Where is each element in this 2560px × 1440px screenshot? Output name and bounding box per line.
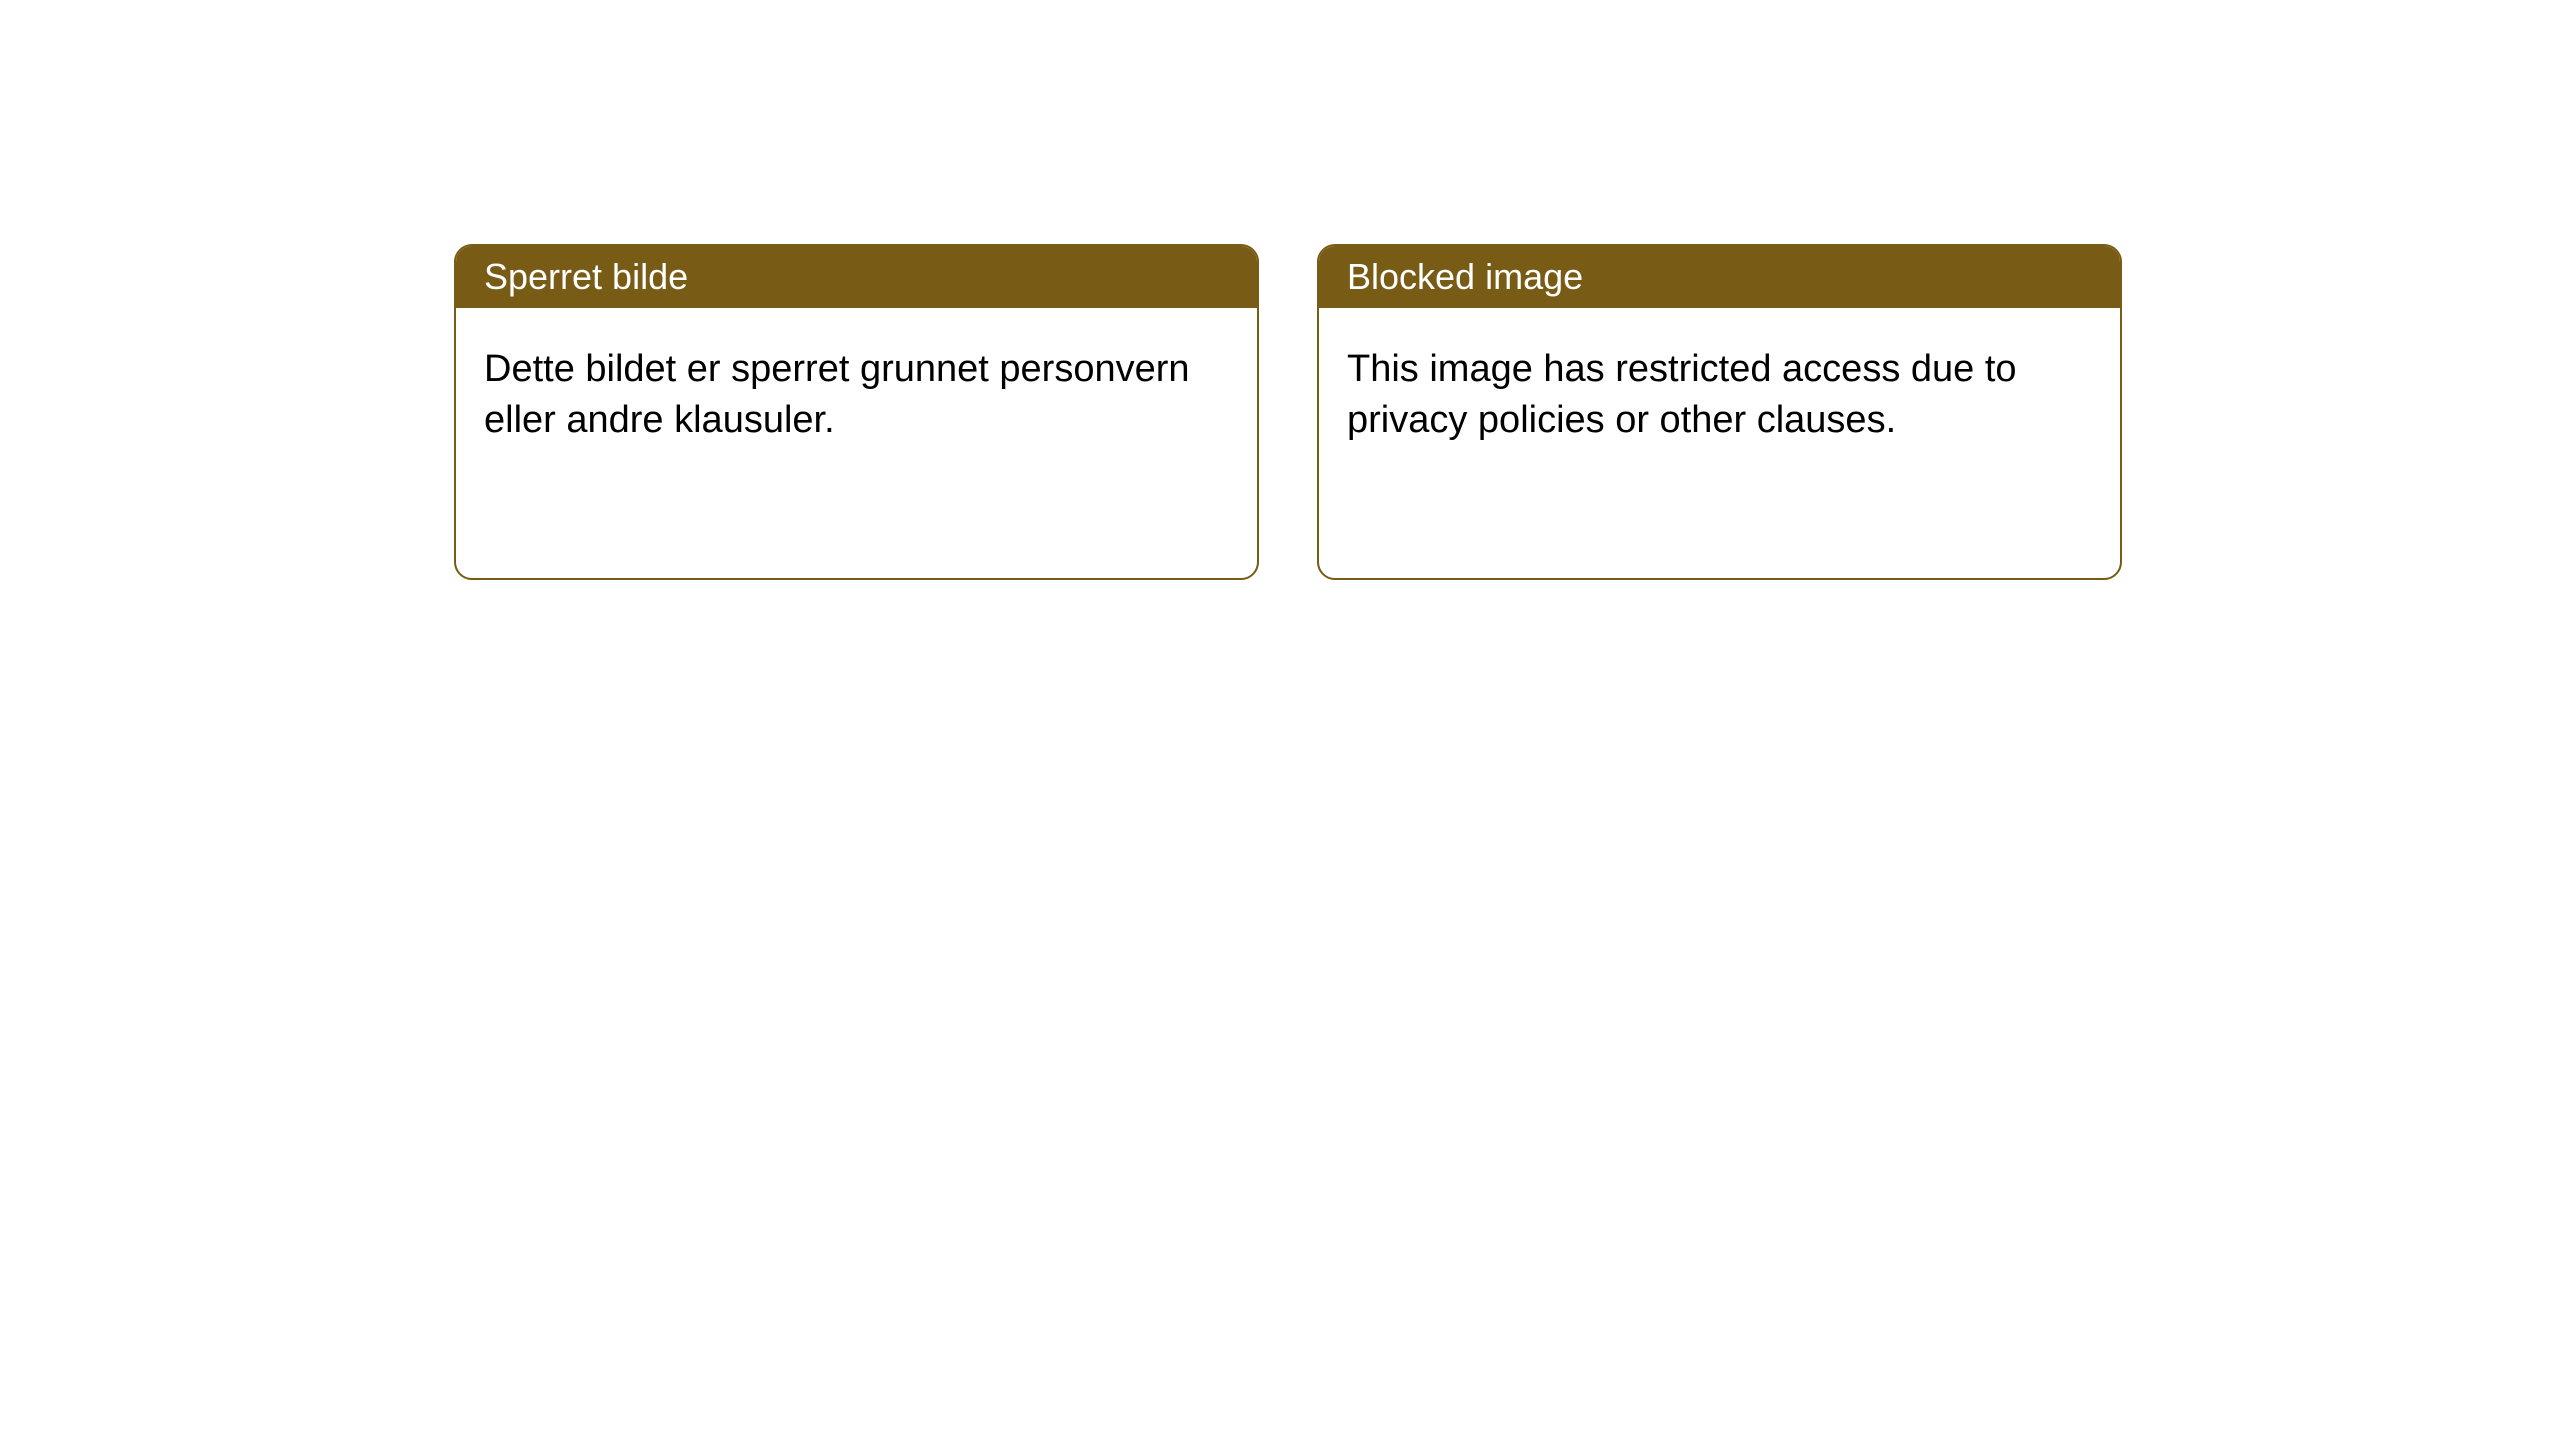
notice-card-norwegian: Sperret bilde Dette bildet er sperret gr… bbox=[454, 244, 1259, 580]
notice-header-english: Blocked image bbox=[1319, 246, 2120, 308]
notice-container: Sperret bilde Dette bildet er sperret gr… bbox=[0, 0, 2560, 580]
notice-body-norwegian: Dette bildet er sperret grunnet personve… bbox=[456, 308, 1257, 483]
notice-card-english: Blocked image This image has restricted … bbox=[1317, 244, 2122, 580]
notice-body-english: This image has restricted access due to … bbox=[1319, 308, 2120, 483]
notice-header-norwegian: Sperret bilde bbox=[456, 246, 1257, 308]
